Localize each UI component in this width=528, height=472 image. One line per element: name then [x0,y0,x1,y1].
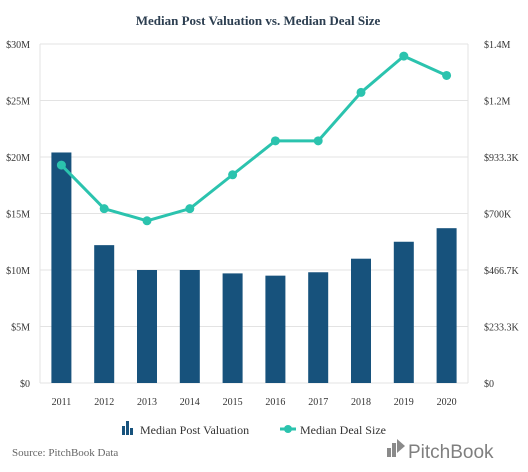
x-tick-label: 2020 [437,397,457,408]
y-axis-right: $0 $233.3K $466.7K $700K $933.3K $1.2M $1.4M [484,40,520,390]
bar [179,270,200,383]
bar [137,270,157,383]
bar [94,245,115,383]
x-tick-label: 2017 [308,397,328,408]
y-right-tick-label: $466.7K [484,266,520,277]
legend-item-median-post-valuation: Median Post Valuation [140,423,249,437]
bar [51,152,72,383]
y-right-tick-label: $700K [484,210,512,221]
x-tick-label: 2015 [223,397,243,408]
x-tick-label: 2012 [94,397,114,408]
legend: Median Post Valuation Median Deal Size [122,421,386,437]
line-point [142,216,152,226]
y-left-tick-label: $5M [11,323,30,334]
y-right-tick-label: $233.3K [484,323,520,334]
line-point [313,136,323,146]
line-series [56,51,452,226]
chart-title: Median Post Valuation vs. Median Deal Si… [136,13,381,28]
y-left-tick-label: $0 [20,379,30,390]
legend-bar-icon [122,421,133,435]
x-tick-label: 2019 [394,397,414,408]
bar [351,258,371,383]
legend-item-median-deal-size: Median Deal Size [300,423,386,437]
bar [308,272,329,383]
y-axis-left: $0 $5M $10M $15M $20M $25M $30M [6,40,30,390]
bar-series [51,152,457,383]
source-note: Source: PitchBook Data [12,447,118,459]
bar [393,241,414,383]
line-point [399,51,409,61]
x-tick-label: 2016 [265,397,285,408]
bar [436,228,457,383]
line-point [442,70,452,80]
y-left-tick-label: $10M [6,266,30,277]
line-point [99,204,109,214]
y-right-tick-label: $933.3K [484,153,520,164]
pitchbook-logo-text: PitchBook [408,442,494,463]
bar [222,273,243,383]
y-right-tick-label: $0 [484,379,494,390]
line-point [356,87,366,97]
bar [265,275,286,383]
y-right-tick-label: $1.2M [484,96,511,107]
line-point [270,136,280,146]
y-right-tick-label: $1.4M [484,40,511,51]
y-left-tick-label: $30M [6,40,30,51]
y-left-tick-label: $25M [6,97,30,108]
series-line [60,54,448,223]
line-point [185,204,195,214]
pitchbook-logo: PitchBook [387,439,494,463]
pitchbook-logo-icon [387,439,405,457]
y-left-tick-label: $20M [6,153,30,164]
line-point [228,170,238,180]
line-point [56,160,66,170]
y-left-tick-label: $15M [6,210,30,221]
x-tick-label: 2013 [137,397,157,408]
x-tick-label: 2018 [351,397,371,408]
x-axis: 2011 2012 2013 2014 2015 2016 2017 2018 2019 2020 [52,397,457,408]
legend-line-icon [280,425,296,433]
x-tick-label: 2014 [180,397,200,408]
x-tick-label: 2011 [52,397,72,408]
